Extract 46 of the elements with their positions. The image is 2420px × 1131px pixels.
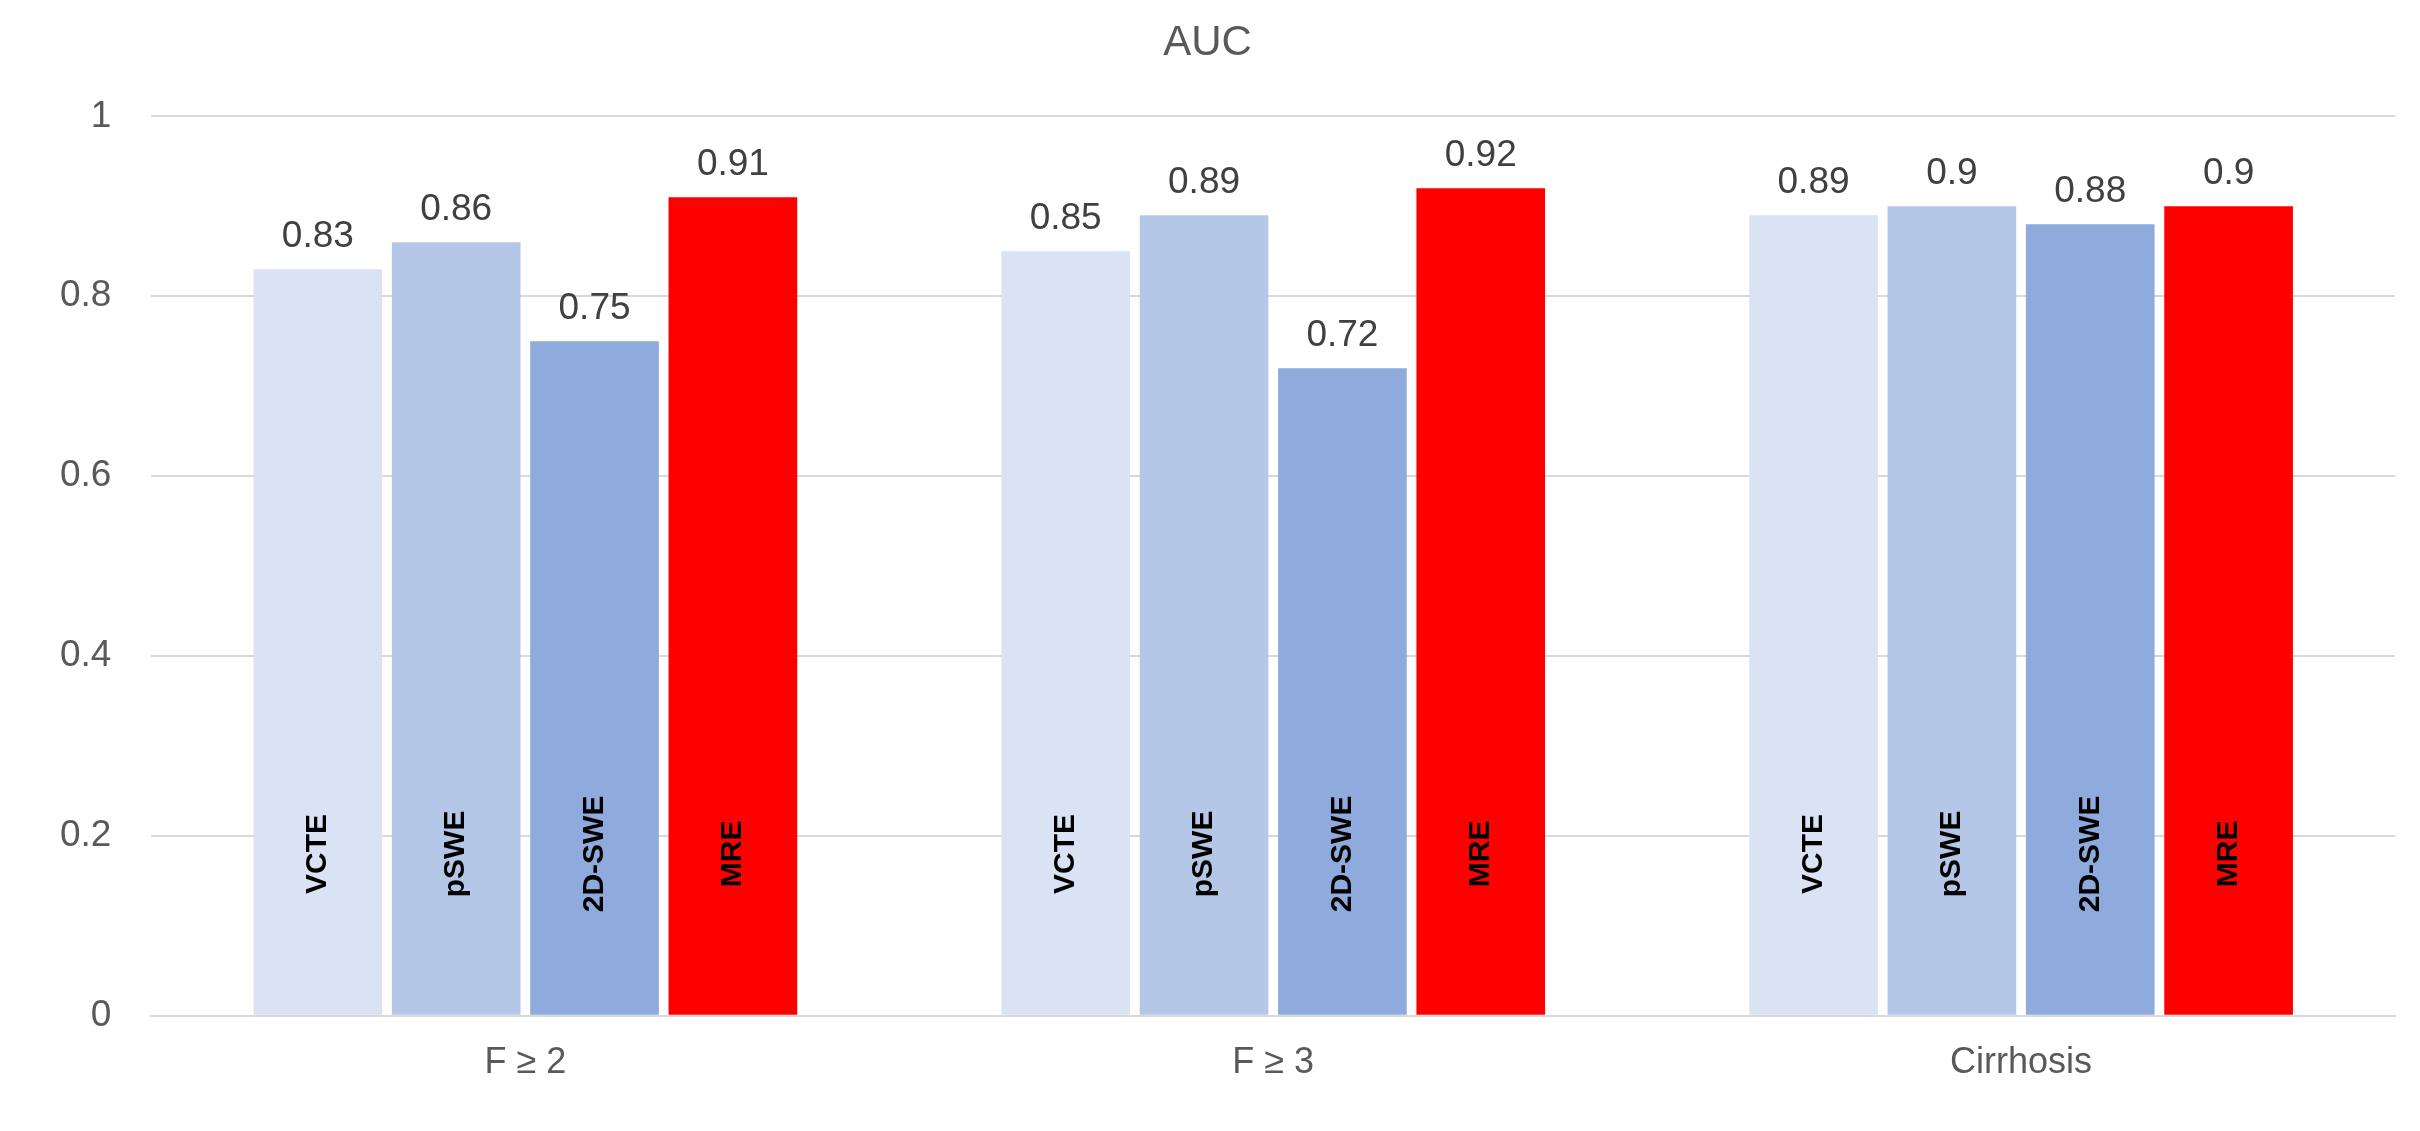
- bar: [530, 341, 659, 1015]
- series-label: 2D-SWE: [575, 795, 609, 913]
- data-label: 0.83: [281, 214, 354, 255]
- bar: [1139, 215, 1269, 1015]
- text: 2D-SWE: [1323, 795, 1357, 913]
- data-label: 0.75: [558, 285, 631, 327]
- bar: [253, 269, 383, 1015]
- bar: [1887, 206, 2017, 1015]
- bar: [1749, 215, 1878, 1015]
- y-tick-label: 0: [90, 993, 112, 1034]
- bar: [1001, 251, 1131, 1015]
- bar: [2025, 224, 2155, 1015]
- bar: [1278, 368, 1407, 1015]
- data-label: 0.89: [1777, 160, 1850, 202]
- text: pSWE: [1933, 810, 1967, 898]
- text: 2D-SWE: [2071, 795, 2105, 913]
- y-tick-label: 0.8: [60, 273, 112, 315]
- data-label: 0.9: [2202, 151, 2255, 193]
- data-label: 0.85: [1029, 196, 1102, 238]
- text: VCTE: [1046, 813, 1080, 894]
- text: MRE: [714, 820, 748, 888]
- text: pSWE: [437, 810, 471, 898]
- series-label: pSWE: [1185, 810, 1219, 898]
- data-label: 0.91: [696, 142, 769, 184]
- x-tick-label: F ≥ 2: [484, 1040, 567, 1082]
- bar: [1416, 188, 1546, 1015]
- series-label: VCTE: [1794, 813, 1828, 894]
- data-label: 0.92: [1444, 133, 1517, 175]
- y-tick-label: 0.4: [60, 633, 112, 675]
- data-label: 0.88: [2054, 169, 2127, 211]
- data-label: 0.86: [420, 187, 493, 229]
- data-label: 0.9: [1926, 151, 1978, 193]
- data-label: 0.89: [1168, 160, 1241, 202]
- bar: [668, 197, 798, 1015]
- bar: [2164, 206, 2293, 1015]
- chart-title: AUC: [1163, 16, 1252, 64]
- bar: [391, 242, 521, 1015]
- text: MRE: [2209, 820, 2243, 888]
- text: VCTE: [299, 813, 333, 894]
- y-tick-label: 0.2: [60, 813, 112, 855]
- y-tick-label: 1: [90, 93, 112, 135]
- x-tick-label: F ≥ 3: [1232, 1040, 1315, 1082]
- y-tick-label: 0.6: [60, 453, 112, 495]
- x-tick-label: Cirrhosis: [1950, 1040, 2093, 1082]
- data-label: 0.72: [1306, 312, 1379, 354]
- series-label: MRE: [1462, 820, 1496, 888]
